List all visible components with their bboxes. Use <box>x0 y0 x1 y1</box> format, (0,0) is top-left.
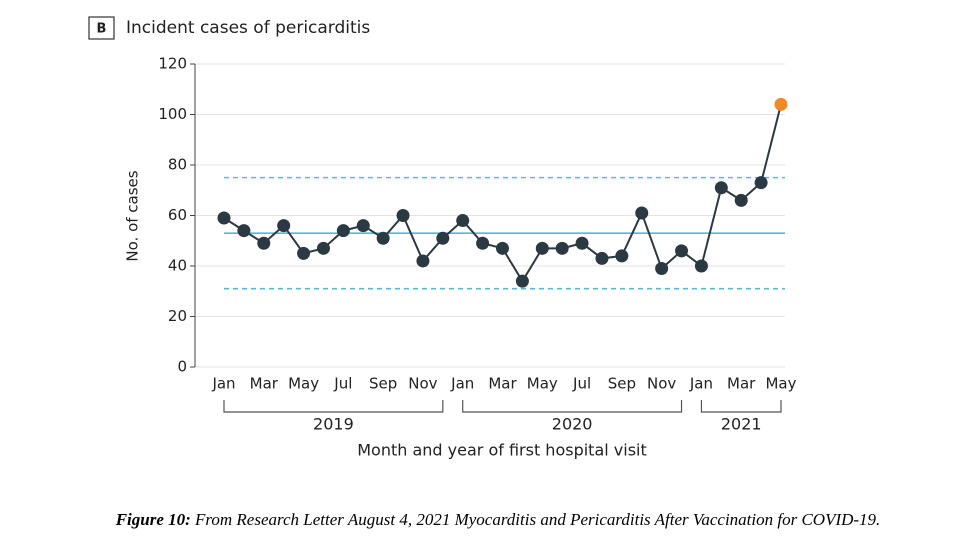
caption-label: Figure 10: <box>115 510 191 529</box>
y-tick-label: 120 <box>158 55 187 73</box>
x-tick-label: Jan <box>450 375 474 393</box>
data-point <box>515 274 529 288</box>
y-tick-label: 20 <box>168 307 187 325</box>
data-point <box>436 231 450 245</box>
x-tick-label: Jul <box>333 375 352 393</box>
data-point <box>416 254 430 268</box>
x-tick-label: Nov <box>647 375 676 393</box>
badge: B <box>97 22 107 37</box>
data-point <box>456 214 470 228</box>
data-point <box>535 241 549 255</box>
data-point <box>396 209 410 222</box>
x-tick-label: Mar <box>727 375 756 393</box>
data-point <box>675 244 689 258</box>
data-point <box>476 236 490 250</box>
x-tick-label: Jan <box>689 375 713 393</box>
data-point <box>774 97 788 111</box>
x-tick-label: Jul <box>572 375 591 393</box>
x-tick-label: May <box>288 375 319 393</box>
data-point <box>237 224 251 238</box>
data-point <box>217 211 231 225</box>
data-point <box>336 224 350 238</box>
year-label: 2020 <box>552 415 593 434</box>
year-bracket <box>700 400 782 413</box>
y-tick-label: 80 <box>168 156 187 174</box>
year-label: 2019 <box>313 415 354 434</box>
chart-title: Incident cases of pericarditis <box>126 18 370 38</box>
data-point <box>316 241 330 255</box>
data-point <box>555 241 569 255</box>
data-point <box>635 206 649 220</box>
y-tick-label: 0 <box>177 358 187 376</box>
x-tick-label: Jan <box>211 375 235 393</box>
badge-box <box>88 16 115 40</box>
x-tick-label: Mar <box>488 375 517 393</box>
data-point <box>376 231 390 245</box>
caption: Figure 10: From Research Letter August 4… <box>115 510 881 529</box>
year-bracket <box>462 400 683 413</box>
x-tick-label: Nov <box>408 375 437 393</box>
y-tick-label: 40 <box>168 257 187 275</box>
x-tick-label: Sep <box>369 375 397 393</box>
data-point <box>575 236 589 250</box>
data-point <box>257 236 271 250</box>
data-point <box>734 193 748 207</box>
x-axis-title: Month and year of first hospital visit <box>357 441 647 460</box>
data-point <box>655 262 669 276</box>
year-label: 2021 <box>721 415 762 434</box>
x-tick-label: May <box>765 375 796 393</box>
y-tick-label: 100 <box>158 105 187 123</box>
x-tick-label: May <box>527 375 558 393</box>
data-point <box>754 176 768 190</box>
caption-text: From Research Letter August 4, 2021 Myoc… <box>194 510 880 529</box>
y-axis-title: No. of cases <box>124 170 142 261</box>
data-point <box>496 241 509 255</box>
data-point <box>714 181 728 195</box>
data-point <box>595 251 609 265</box>
year-bracket <box>223 400 444 413</box>
data-point <box>694 259 708 273</box>
x-tick-label: Sep <box>608 375 636 393</box>
data-point <box>277 219 291 233</box>
data-point <box>356 219 370 233</box>
x-tick-label: Mar <box>250 375 279 393</box>
data-point <box>297 246 311 260</box>
y-tick-label: 60 <box>168 206 187 224</box>
data-point <box>615 249 629 263</box>
